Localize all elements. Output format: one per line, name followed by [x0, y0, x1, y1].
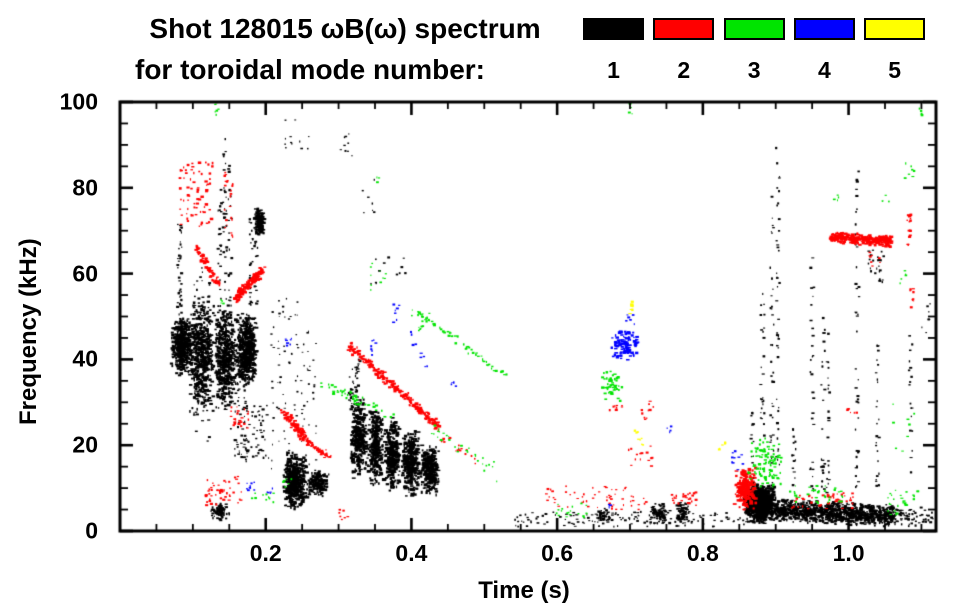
y-tick-label-100: 100: [59, 88, 98, 115]
x-tick-label-1.0: 1.0: [832, 540, 865, 566]
y-tick-label-0: 0: [85, 517, 98, 544]
y-tick-label-20: 20: [72, 431, 98, 458]
chart-title-line1: Shot 128015 ωB(ω) spectrum: [149, 13, 541, 44]
legend-swatch-1: [583, 18, 644, 40]
x-tick-label-0.6: 0.6: [541, 540, 574, 566]
chart-title-line2: for toroidal mode number:: [135, 54, 485, 85]
x-tick-label-0.8: 0.8: [686, 540, 719, 566]
y-tick-label-40: 40: [72, 345, 98, 372]
x-tick-label-0.2: 0.2: [249, 540, 282, 566]
y-tick-label-60: 60: [72, 260, 98, 287]
legend-number-4: 4: [817, 57, 831, 83]
legend-number-2: 2: [677, 57, 691, 83]
legend-number-3: 3: [747, 57, 761, 83]
legend-swatch-4: [793, 18, 855, 40]
legend-number-5: 5: [888, 57, 902, 83]
legend-swatch-5: [864, 18, 926, 40]
x-axis-label: Time (s): [478, 577, 570, 604]
y-tick-label-80: 80: [72, 174, 98, 201]
legend-swatch-3: [723, 18, 785, 40]
x-tick-label-0.4: 0.4: [395, 540, 428, 566]
legend-swatch-2: [653, 18, 715, 40]
y-axis-label: Frequency (kHz): [15, 238, 42, 425]
legend-number-1: 1: [607, 57, 620, 83]
